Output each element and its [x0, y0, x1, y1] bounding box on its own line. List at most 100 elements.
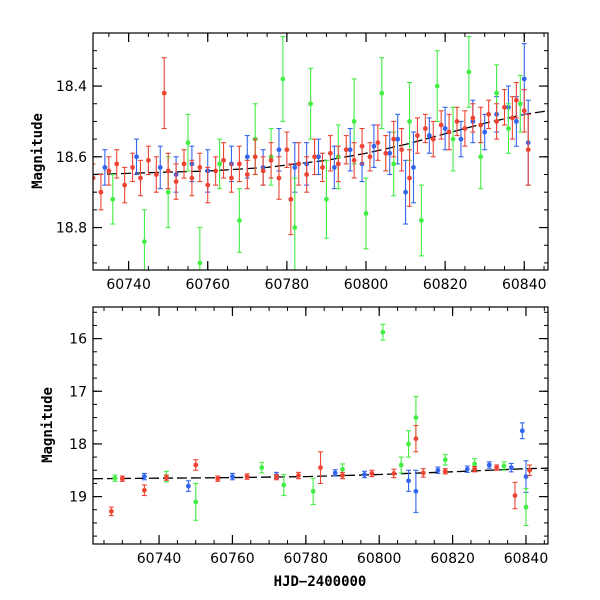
- data-marker: [193, 499, 199, 505]
- bottom-series-1-point: [229, 472, 235, 481]
- data-marker: [318, 465, 323, 471]
- bottom-x-tick-label: 60760: [210, 551, 255, 567]
- data-marker: [438, 122, 444, 128]
- data-marker: [462, 126, 468, 131]
- top-series-3-point: [335, 145, 341, 183]
- bottom-series-3-point: [141, 484, 147, 497]
- bottom-series-2-point: [406, 430, 412, 458]
- bottom-y-tick-label: 19: [69, 490, 87, 506]
- bottom-x-tick-label: 60800: [357, 551, 402, 567]
- data-marker: [185, 140, 191, 146]
- data-marker: [362, 472, 367, 477]
- top-series-3-point: [98, 173, 104, 211]
- data-marker: [494, 90, 499, 96]
- data-marker: [268, 157, 274, 163]
- data-marker: [181, 161, 187, 167]
- data-marker: [161, 90, 167, 96]
- top-series-3-point: [478, 106, 484, 144]
- top-x-tick-label: 60840: [502, 277, 547, 293]
- data-marker: [236, 161, 242, 167]
- data-marker: [403, 189, 408, 195]
- top-series-3-point: [486, 99, 492, 130]
- bottom-panel: 60740 60760 60780 60800 60820 60840 16 17 18 19 M…: [40, 306, 549, 590]
- data-marker: [260, 168, 266, 174]
- data-marker: [501, 463, 507, 469]
- top-series-3-point: [513, 81, 519, 119]
- data-marker: [486, 111, 492, 117]
- bottom-series-1-point: [406, 469, 412, 492]
- top-series-1-point: [426, 117, 432, 154]
- bottom-series-3-point: [318, 451, 323, 484]
- data-marker: [213, 168, 219, 174]
- data-marker: [110, 196, 116, 202]
- top-series-3-point: [145, 145, 151, 176]
- top-panel: 60740 60760 60780 60800 60820 60840 18.4 18.6 18…: [30, 32, 549, 293]
- data-marker: [446, 129, 452, 135]
- data-marker: [521, 108, 527, 114]
- top-series-2-point: [185, 113, 191, 172]
- top-series-1-point: [442, 106, 448, 151]
- data-marker: [472, 461, 478, 467]
- data-marker: [340, 473, 345, 478]
- data-marker: [316, 154, 321, 160]
- top-series-1-point: [395, 113, 401, 165]
- top-series-2-point: [407, 81, 413, 161]
- top-x-tick-label: 60740: [106, 277, 151, 293]
- bottom-series-2-point: [281, 473, 287, 497]
- top-series-3-point: [501, 89, 507, 126]
- bottom-series-1-point: [508, 462, 514, 473]
- bottom-series-1-point: [413, 469, 419, 513]
- bottom-x-tick-label: 60840: [504, 551, 549, 567]
- top-x-tick-label: 60760: [185, 277, 230, 293]
- top-series-2-point: [379, 57, 385, 130]
- top-series-2-point: [236, 188, 242, 253]
- data-marker: [141, 487, 147, 493]
- x-axis-title: HJD−2400000: [274, 574, 367, 590]
- data-marker: [434, 83, 440, 89]
- top-plot-frame: [92, 32, 549, 271]
- data-marker: [521, 76, 527, 82]
- data-marker: [420, 470, 426, 476]
- data-marker: [351, 157, 357, 163]
- top-series-3-point: [236, 145, 242, 183]
- data-marker: [478, 154, 484, 160]
- top-series-3-point: [228, 163, 234, 193]
- data-marker: [320, 165, 325, 170]
- data-marker: [454, 119, 460, 124]
- bottom-series-3-point: [108, 506, 114, 517]
- data-marker: [236, 218, 242, 223]
- data-marker: [523, 474, 529, 479]
- top-series-3-point: [153, 156, 159, 193]
- data-marker: [494, 119, 499, 124]
- bottom-series-3-point: [420, 468, 426, 478]
- data-marker: [157, 165, 163, 170]
- top-y-tick-label: 18.6: [56, 150, 87, 166]
- data-marker: [359, 143, 365, 149]
- data-marker: [406, 478, 411, 484]
- data-marker: [122, 182, 128, 188]
- top-series-2-point: [308, 67, 314, 140]
- bottom-series-3-point: [163, 474, 169, 481]
- top-y-axis-title: Magnitude: [30, 113, 46, 189]
- bottom-series-1-point: [435, 466, 441, 474]
- data-marker: [478, 122, 484, 128]
- top-series-1-point: [157, 145, 163, 190]
- top-series-2-point: [217, 138, 223, 190]
- top-series-2-point: [292, 177, 298, 270]
- data-marker: [391, 471, 397, 476]
- data-marker: [292, 165, 298, 170]
- data-marker: [502, 104, 507, 110]
- top-series-2-point: [466, 35, 472, 108]
- data-marker: [221, 157, 226, 163]
- data-marker: [470, 115, 476, 121]
- top-series-1-point: [102, 149, 108, 186]
- bottom-series-3-point: [472, 466, 478, 473]
- data-marker: [379, 90, 385, 96]
- data-marker: [383, 150, 389, 156]
- data-marker: [407, 119, 412, 124]
- top-series-3-point: [383, 135, 389, 172]
- data-marker: [292, 225, 298, 230]
- data-marker: [274, 474, 279, 480]
- top-series-2-point: [505, 103, 511, 154]
- top-series-2-point: [197, 227, 203, 270]
